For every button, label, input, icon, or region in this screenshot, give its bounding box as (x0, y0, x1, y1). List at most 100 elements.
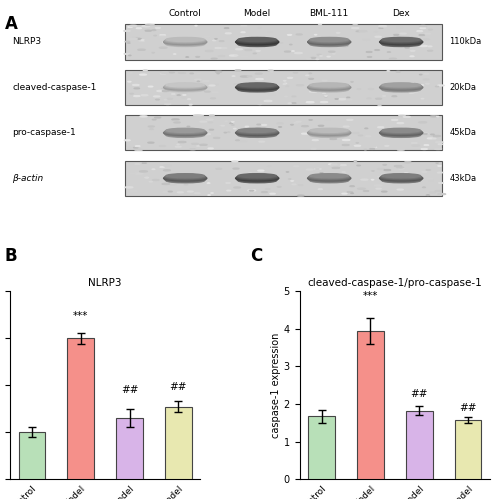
Ellipse shape (340, 165, 346, 166)
Ellipse shape (320, 179, 324, 180)
Ellipse shape (308, 86, 350, 91)
Ellipse shape (308, 130, 350, 134)
Ellipse shape (195, 79, 201, 80)
Ellipse shape (140, 171, 147, 172)
Ellipse shape (298, 185, 302, 186)
Text: BML-111: BML-111 (310, 9, 349, 18)
Ellipse shape (250, 190, 254, 191)
Ellipse shape (342, 180, 345, 181)
Ellipse shape (216, 168, 222, 169)
Text: Model: Model (244, 9, 271, 18)
Ellipse shape (124, 140, 130, 141)
Ellipse shape (312, 177, 319, 178)
Ellipse shape (268, 94, 275, 95)
Ellipse shape (378, 169, 384, 170)
Ellipse shape (404, 116, 410, 117)
Text: B: B (5, 247, 18, 265)
Ellipse shape (160, 47, 167, 48)
Ellipse shape (157, 90, 164, 91)
Ellipse shape (396, 71, 400, 72)
Ellipse shape (166, 179, 204, 183)
Ellipse shape (310, 88, 348, 92)
Ellipse shape (206, 119, 213, 120)
Ellipse shape (232, 161, 237, 162)
Ellipse shape (145, 39, 152, 40)
Ellipse shape (148, 142, 154, 143)
Ellipse shape (369, 146, 376, 147)
Ellipse shape (170, 72, 174, 73)
Ellipse shape (230, 55, 237, 56)
Ellipse shape (212, 92, 218, 93)
Ellipse shape (298, 195, 304, 196)
Ellipse shape (238, 88, 276, 92)
Ellipse shape (410, 50, 415, 51)
Ellipse shape (209, 85, 215, 86)
Ellipse shape (210, 115, 214, 116)
Ellipse shape (206, 50, 213, 51)
Ellipse shape (238, 174, 277, 179)
Ellipse shape (142, 95, 148, 96)
Ellipse shape (346, 99, 352, 100)
Ellipse shape (256, 78, 263, 80)
Ellipse shape (166, 129, 205, 133)
Ellipse shape (376, 98, 382, 99)
Ellipse shape (334, 86, 338, 87)
Ellipse shape (392, 96, 396, 97)
Ellipse shape (166, 83, 204, 87)
Ellipse shape (164, 130, 207, 135)
Ellipse shape (435, 191, 441, 192)
Ellipse shape (164, 40, 206, 45)
Ellipse shape (376, 52, 384, 53)
Ellipse shape (322, 80, 327, 81)
Ellipse shape (194, 44, 200, 45)
Ellipse shape (394, 44, 400, 45)
Ellipse shape (380, 131, 422, 136)
Ellipse shape (382, 88, 420, 92)
Ellipse shape (166, 83, 205, 88)
Ellipse shape (196, 176, 202, 177)
Ellipse shape (428, 50, 432, 51)
Ellipse shape (125, 41, 130, 42)
Ellipse shape (400, 33, 406, 34)
Ellipse shape (166, 133, 204, 137)
Bar (68, 338, 94, 479)
Ellipse shape (420, 25, 426, 26)
Ellipse shape (428, 138, 433, 139)
Ellipse shape (430, 116, 436, 117)
Ellipse shape (312, 140, 318, 141)
Ellipse shape (248, 190, 256, 191)
Ellipse shape (270, 193, 275, 194)
Ellipse shape (166, 38, 205, 42)
Ellipse shape (380, 85, 423, 90)
Ellipse shape (128, 26, 132, 27)
Ellipse shape (310, 179, 348, 183)
Ellipse shape (402, 181, 406, 182)
Ellipse shape (178, 192, 183, 193)
Ellipse shape (130, 191, 137, 192)
Ellipse shape (382, 83, 420, 87)
Ellipse shape (342, 145, 349, 146)
Ellipse shape (180, 131, 188, 132)
Ellipse shape (320, 102, 328, 103)
Text: ***: *** (73, 311, 88, 321)
Ellipse shape (361, 179, 368, 180)
Ellipse shape (246, 36, 250, 37)
Text: Control: Control (169, 9, 202, 18)
Ellipse shape (382, 128, 420, 132)
Ellipse shape (166, 88, 204, 92)
Ellipse shape (288, 34, 292, 35)
Y-axis label: caspase-1 expression: caspase-1 expression (271, 332, 281, 438)
Ellipse shape (150, 24, 154, 25)
Ellipse shape (166, 37, 204, 41)
Ellipse shape (310, 132, 349, 137)
Ellipse shape (236, 49, 242, 50)
Ellipse shape (146, 30, 151, 31)
Ellipse shape (296, 85, 304, 86)
Ellipse shape (236, 86, 278, 91)
Ellipse shape (310, 83, 349, 88)
Ellipse shape (296, 121, 301, 122)
Ellipse shape (234, 187, 240, 188)
Ellipse shape (378, 127, 384, 128)
Ellipse shape (227, 190, 230, 191)
Ellipse shape (366, 136, 370, 137)
